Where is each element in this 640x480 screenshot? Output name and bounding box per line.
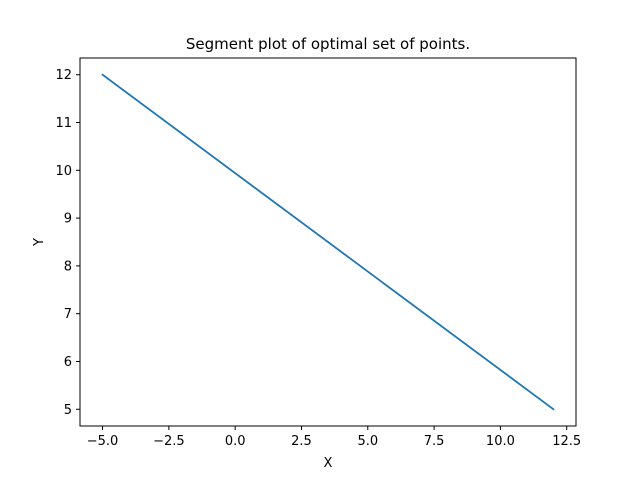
series-line-0 (101, 73, 555, 411)
x-tick-label: 0.0 (225, 434, 246, 449)
y-axis-label: Y (32, 238, 47, 247)
axes-frame (79, 57, 577, 427)
x-tick-label: 2.5 (291, 434, 312, 449)
x-tick-label: 7.5 (424, 434, 445, 449)
x-tick-label: 5.0 (357, 434, 378, 449)
x-tick-label: 10.0 (486, 434, 515, 449)
x-axis-label: X (324, 456, 333, 471)
x-tick-label: −5.0 (87, 434, 119, 449)
y-tick-label: 5 (64, 403, 72, 418)
y-tick-label: 6 (64, 355, 72, 370)
x-tick-label: 12.5 (552, 434, 581, 449)
y-tick-label: 12 (55, 68, 72, 83)
y-tick-label: 8 (64, 259, 72, 274)
plot-area: −5.0 −2.5 0.0 2.5 5.0 7.5 10.0 12.5 5 6 7 8 9 10 11 12 (55, 57, 581, 449)
y-tick-label: 11 (55, 116, 72, 131)
y-tick-label: 10 (55, 164, 72, 179)
y-tick-label: 7 (64, 307, 72, 322)
x-tick-label: −2.5 (153, 434, 185, 449)
y-tick-label: 9 (64, 212, 72, 227)
chart-title: Segment plot of optimal set of points. (186, 35, 470, 53)
